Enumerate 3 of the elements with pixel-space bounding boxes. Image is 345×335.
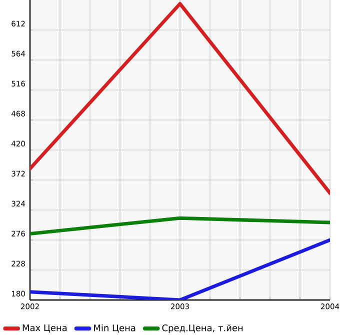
legend-label: Сред.Цена, т.йен (162, 324, 243, 334)
legend-label: Min Цена (94, 324, 136, 333)
legend-label: Max Цена (22, 324, 67, 332)
